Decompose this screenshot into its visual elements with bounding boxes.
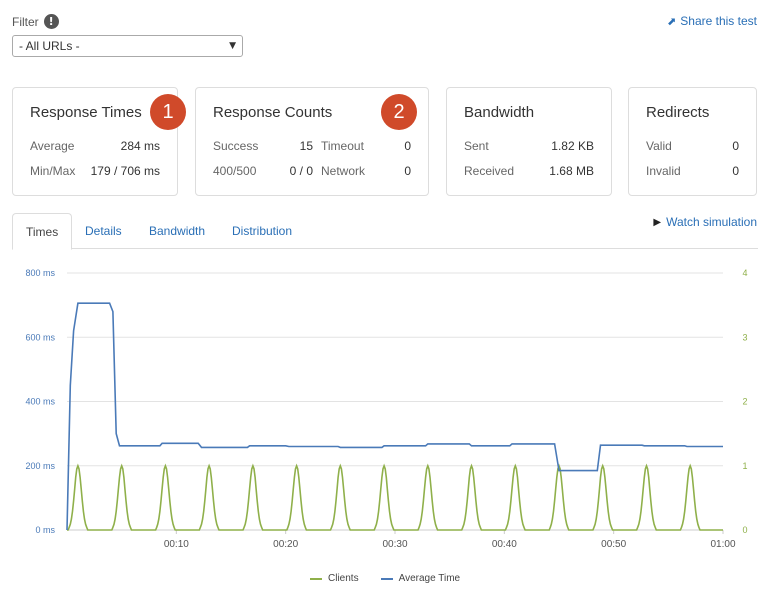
errors-row: 400/500 0 / 0 Network 0 — [213, 158, 411, 183]
card-title: Redirects — [646, 104, 710, 121]
chart-legend: Clients Average Time — [310, 573, 460, 584]
y-left-tick-label: 200 ms — [25, 461, 55, 471]
sent-value: 1.82 KB — [551, 138, 594, 153]
average-value: 284 ms — [120, 138, 160, 153]
response-times-chart: 0 ms 200 ms 400 ms 600 ms 800 ms 0 1 2 3 4 00:10 00… — [25, 268, 747, 550]
redirects-card: Redirects Valid 0 Invalid 0 — [628, 87, 757, 196]
filter-label: Filter ! — [12, 14, 59, 29]
legend-label-clients: Clients — [328, 573, 359, 584]
invalid-label: Invalid — [646, 163, 681, 178]
play-icon: ▶ — [653, 216, 662, 228]
success-row: Success 15 Timeout 0 — [213, 133, 411, 158]
invalid-value: 0 — [732, 163, 739, 178]
y-right-tick-label: 0 — [742, 525, 747, 535]
minmax-row: Min/Max 179 / 706 ms — [30, 158, 160, 183]
legend-item-clients[interactable]: Clients — [310, 573, 359, 584]
network-value: 0 — [404, 163, 411, 178]
watch-simulation-label: Watch simulation — [666, 215, 757, 229]
series-line-average-time — [66, 302, 723, 531]
tab-bar: Times Details Bandwidth Distribution — [12, 213, 758, 250]
watch-simulation-link[interactable]: ▶ Watch simulation — [653, 215, 757, 229]
success-label: Success — [213, 138, 259, 153]
series-line-clients — [67, 463, 723, 531]
received-label: Received — [464, 163, 515, 178]
bandwidth-card: Bandwidth Sent 1.82 KB Received 1.68 MB — [446, 87, 612, 196]
y-left-tick-label: 800 ms — [25, 268, 55, 278]
card-title: Response Times — [30, 104, 142, 121]
invalid-row: Invalid 0 — [646, 158, 739, 183]
timeout-value: 0 — [404, 138, 411, 153]
tab-times[interactable]: Times — [12, 213, 73, 250]
tab-bandwidth[interactable]: Bandwidth — [149, 224, 206, 238]
x-tick-label: 01:00 — [710, 539, 735, 550]
url-filter-select[interactable]: - All URLs - ▼ — [12, 35, 243, 57]
y-right-tick-label: 1 — [742, 461, 747, 471]
x-tick-label: 00:40 — [492, 539, 517, 550]
y-left-tick-label: 400 ms — [25, 397, 55, 407]
minmax-label: Min/Max — [30, 163, 76, 178]
y-right-tick-label: 2 — [742, 397, 747, 407]
share-link[interactable]: ⬈ Share this test — [667, 14, 757, 28]
url-filter-value: - All URLs - — [19, 39, 80, 53]
filter-label-text: Filter — [12, 14, 39, 29]
y-right-tick-label: 3 — [742, 332, 747, 342]
x-tick-label: 00:10 — [164, 539, 189, 550]
tab-details[interactable]: Details — [85, 224, 122, 238]
received-row: Received 1.68 MB — [464, 158, 594, 183]
x-tick-label: 00:30 — [382, 539, 407, 550]
legend-swatch-average-time — [380, 577, 393, 580]
minmax-value: 179 / 706 ms — [90, 163, 160, 178]
sent-row: Sent 1.82 KB — [464, 133, 594, 158]
average-label: Average — [30, 138, 75, 153]
legend-label-average-time: Average Time — [398, 573, 461, 584]
x-tick-label: 00:20 — [273, 539, 298, 550]
card-title: Response Counts — [213, 104, 333, 121]
chevron-down-icon: ▼ — [229, 41, 236, 51]
timeout-label: Timeout — [321, 138, 364, 153]
step-badge-2: 2 — [381, 94, 417, 130]
x-tick-label: 00:50 — [601, 539, 626, 550]
step-badge-1: 1 — [150, 94, 186, 130]
y-left-tick-label: 600 ms — [25, 332, 55, 342]
received-value: 1.68 MB — [549, 163, 594, 178]
tab-distribution[interactable]: Distribution — [232, 224, 293, 238]
card-title: Bandwidth — [464, 104, 535, 121]
average-row: Average 284 ms — [30, 133, 160, 158]
legend-item-average-time[interactable]: Average Time — [380, 573, 461, 584]
valid-row: Valid 0 — [646, 133, 739, 158]
legend-swatch-clients — [310, 577, 322, 580]
y-left-tick-label: 0 ms — [35, 525, 55, 535]
share-label: Share this test — [680, 14, 757, 28]
share-icon: ⬈ — [667, 14, 677, 28]
info-icon[interactable]: ! — [43, 14, 59, 29]
http-errors-value: 0 / 0 — [289, 163, 313, 178]
success-value: 15 — [299, 138, 313, 153]
y-right-tick-label: 4 — [742, 268, 747, 278]
valid-label: Valid — [646, 138, 672, 153]
valid-value: 0 — [732, 138, 739, 153]
sent-label: Sent — [464, 138, 489, 153]
network-label: Network — [321, 163, 366, 178]
http-errors-label: 400/500 — [213, 163, 257, 178]
